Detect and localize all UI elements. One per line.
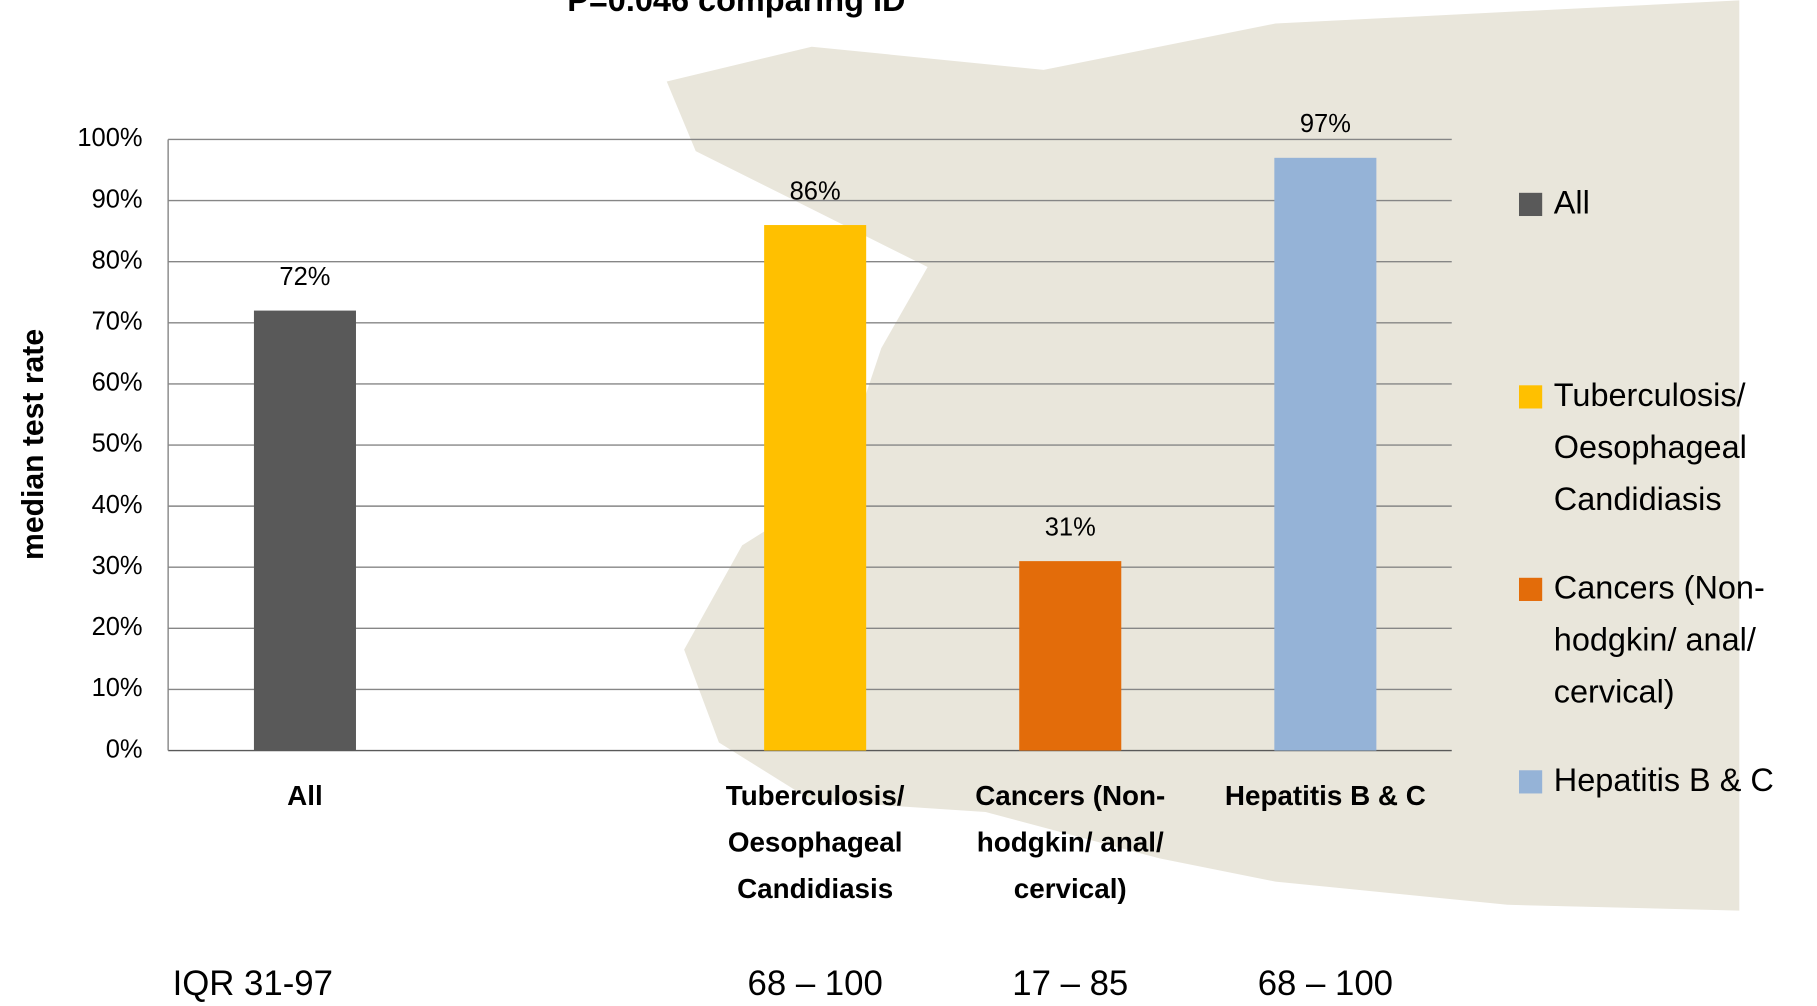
text-line: hodgkin/ anal/ <box>1554 621 1757 657</box>
text-line: All <box>287 780 323 811</box>
text-line: Tuberculosis/ <box>726 780 905 811</box>
legend-swatch <box>1518 770 1543 794</box>
text-line: Oesophageal <box>1554 429 1747 465</box>
y-axis-label: median test rate <box>17 329 50 560</box>
iqr-label: IQR 31-97 <box>173 965 333 1003</box>
y-tick-label: 50% <box>92 430 143 458</box>
data-label: 86% <box>790 177 841 205</box>
y-tick-label: 70% <box>92 308 143 336</box>
text-line: Oesophageal <box>728 827 903 858</box>
text-line: Tuberculosis/ <box>1554 376 1747 412</box>
y-tick-label: 40% <box>92 491 143 519</box>
y-tick-label: 20% <box>92 613 143 641</box>
y-tick-label: 10% <box>92 674 143 702</box>
y-tick-label: 80% <box>92 246 143 274</box>
legend-label: Hepatitis B & C <box>1554 761 1774 797</box>
bar <box>1274 157 1377 751</box>
y-tick-label: 30% <box>92 552 143 580</box>
legend-swatch <box>1518 385 1543 409</box>
text-line: hodgkin/ anal/ <box>977 827 1164 858</box>
text-line: Hepatitis B & C <box>1225 780 1426 811</box>
iqr-label: 17 – 85 <box>1012 965 1128 1003</box>
x-tick-label: Tuberculosis/Oesophageal Candidiasis <box>726 780 905 904</box>
x-tick-label: Hepatitis B & C <box>1225 780 1426 811</box>
y-tick-label: 60% <box>92 369 143 397</box>
iqr-label: 68 – 100 <box>1258 965 1393 1003</box>
legend-label: All <box>1554 184 1590 220</box>
y-tick-label: 100% <box>77 124 142 152</box>
text-line: Cancers (Non- <box>1554 569 1765 605</box>
data-label: 72% <box>279 263 330 291</box>
x-tick-label: Cancers (Non-hodgkin/ anal/cervical) <box>975 780 1165 904</box>
data-label: 97% <box>1300 110 1351 138</box>
y-tick-label: 90% <box>92 185 143 213</box>
y-tick-label: 0% <box>106 735 143 763</box>
bar <box>253 310 356 751</box>
text-line: cervical) <box>1014 873 1127 904</box>
data-label: 31% <box>1045 513 1096 541</box>
x-tick-label: All <box>287 780 323 811</box>
text-line: Candidiasis <box>737 873 893 904</box>
iqr-label: 68 – 100 <box>747 965 882 1003</box>
bar <box>764 225 867 751</box>
legend-label: Cancers (Non-hodgkin/ anal/cervical) <box>1554 569 1765 709</box>
legend-swatch <box>1518 577 1543 601</box>
text-line: Cancers (Non- <box>975 780 1165 811</box>
text-line: All <box>1554 184 1590 220</box>
text-line: cervical) <box>1554 673 1675 709</box>
text-line: Hepatitis B & C <box>1554 761 1774 797</box>
chart-title: P=0.046 comparing ID <box>567 0 905 18</box>
legend-swatch <box>1518 192 1543 217</box>
map-background <box>666 0 1740 911</box>
bar <box>1019 561 1122 751</box>
text-line: Candidiasis <box>1554 481 1722 517</box>
legend-label: Tuberculosis/Oesophageal Candidiasis <box>1554 376 1747 516</box>
